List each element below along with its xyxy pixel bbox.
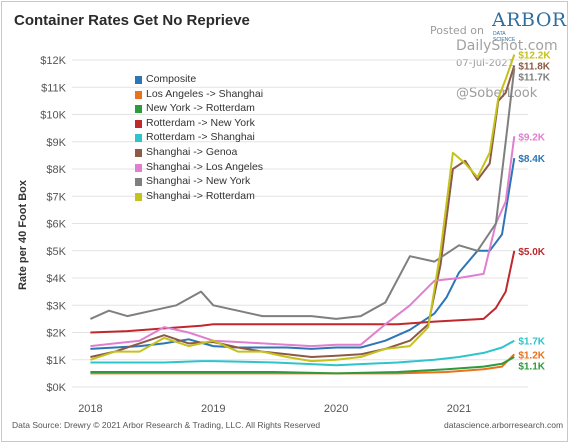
end-label-rotterdam-new-york: $5.0K xyxy=(518,247,545,258)
brand-subtitle: DATA SCIENCE xyxy=(493,31,516,43)
end-label-rotterdam-shanghai: $1.7K xyxy=(518,337,545,348)
chart-title: Container Rates Get No Reprieve xyxy=(14,12,250,29)
end-label-los-angeles-shanghai: $1.2K xyxy=(518,350,545,361)
brand-name: ARBOR xyxy=(492,9,567,31)
watermark-posted: Posted on xyxy=(430,24,484,37)
brand-logo: ARBORDATA SCIENCE xyxy=(492,9,571,49)
series-end-labels: $12.2K$11.8K$11.7K $9.2K $8.4K $5.0K $1.7K $1… xyxy=(518,51,551,373)
y-axis-ticks: $0K $1K $2K $3K $4K $5K $6K $7K $8K $9K $10K $11K $1… xyxy=(40,55,66,394)
legend-label: New York -> Rotterdam xyxy=(146,102,255,115)
y-axis-label: Rate per 40 Foot Box xyxy=(17,179,29,290)
legend-swatch xyxy=(135,148,142,157)
y-tick-label: $12K xyxy=(40,55,66,67)
legend-label: Los Angeles -> Shanghai xyxy=(146,87,264,100)
end-label-new-york-rotterdam: $1.1K xyxy=(518,361,545,372)
y-tick-label: $3K xyxy=(46,300,66,312)
source-note: Data Source: Drewry © 2021 Arbor Researc… xyxy=(12,420,321,430)
watermark-site: DailyShot.com xyxy=(456,38,558,54)
legend-label: Shanghai -> New York xyxy=(146,175,251,188)
x-tick-label: 2018 xyxy=(78,403,102,415)
legend-swatch xyxy=(135,90,142,99)
end-label-shanghai-rotterdam: $12.2K xyxy=(518,51,551,62)
series-line-shanghai-rotterdam xyxy=(90,54,516,363)
series-line-rotterdam-shanghai xyxy=(90,339,515,367)
y-tick-label: $7K xyxy=(46,191,66,203)
legend-swatch xyxy=(135,76,142,84)
end-label-composite: $8.4K xyxy=(518,154,545,165)
series-line-shanghai-los-angeles xyxy=(90,136,516,348)
legend-swatch xyxy=(135,163,142,172)
watermark-date: 07-Jul-2021 xyxy=(456,58,515,69)
series-lines xyxy=(89,54,516,375)
end-label-shanghai-genoa: $11.8K xyxy=(518,62,550,73)
legend-label: Shanghai -> Los Angeles xyxy=(146,160,264,173)
legend-swatch xyxy=(135,178,142,187)
x-tick-label: 2021 xyxy=(447,403,471,415)
y-tick-label: $9K xyxy=(46,137,66,149)
legend-swatch xyxy=(135,119,142,128)
watermark-handle: @SoberLook xyxy=(456,86,538,101)
series-line-new-york-rotterdam xyxy=(90,356,515,375)
y-tick-label: $6K xyxy=(46,219,66,231)
series-line-composite xyxy=(90,157,516,350)
grid-lines xyxy=(72,59,528,388)
legend-label: Shanghai -> Genoa xyxy=(146,145,238,158)
series-line-shanghai-genoa xyxy=(90,65,516,358)
legend-swatch xyxy=(135,192,142,201)
y-tick-label: $4K xyxy=(46,273,66,285)
legend-label: Shanghai -> Rotterdam xyxy=(146,189,255,202)
y-tick-label: $10K xyxy=(40,110,66,122)
y-tick-label: $1K xyxy=(46,355,66,367)
legend-label: Rotterdam -> New York xyxy=(146,116,255,129)
legend-swatch xyxy=(135,105,142,114)
end-label-shanghai-new-york: $11.7K xyxy=(518,73,550,84)
legend-label: Rotterdam -> Shanghai xyxy=(146,131,255,144)
footer-site: datascience.arborresearch.com xyxy=(444,420,564,430)
y-tick-label: $2K xyxy=(46,328,66,340)
y-tick-label: $11K xyxy=(41,82,67,94)
legend-swatch xyxy=(135,134,142,143)
legend-label: Composite xyxy=(146,73,197,85)
end-label-shanghai-los-angeles: $9.2K xyxy=(518,132,545,143)
x-axis-ticks: 2018 2019 2020 2021 xyxy=(78,403,471,415)
x-tick-label: 2020 xyxy=(324,403,348,415)
series-line-rotterdam-new-york xyxy=(90,250,516,334)
y-tick-label: $0K xyxy=(46,382,66,394)
series-line-shanghai-new-york xyxy=(89,68,516,320)
y-tick-label: $5K xyxy=(46,246,66,258)
y-tick-label: $8K xyxy=(46,164,66,176)
x-tick-label: 2019 xyxy=(201,403,225,415)
